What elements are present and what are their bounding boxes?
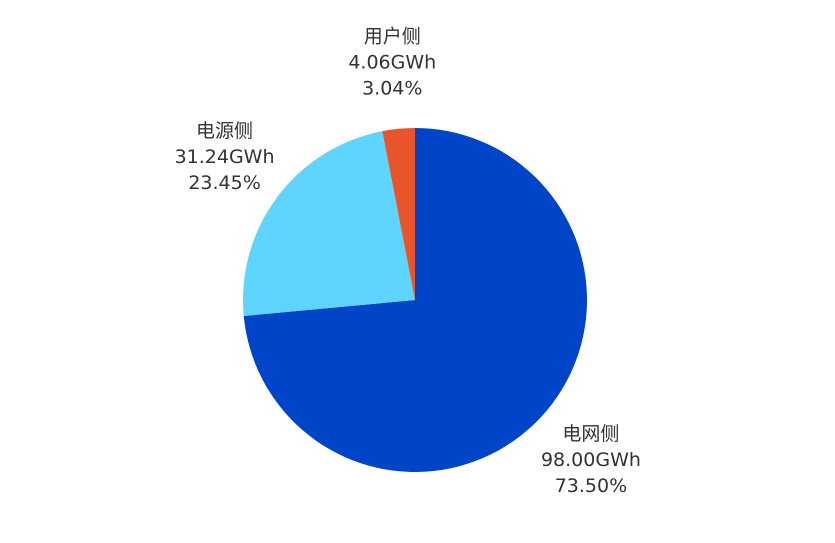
pie-slice [382, 128, 415, 300]
value-label: 31.24GWh [175, 146, 275, 168]
percent-label: 73.50% [555, 475, 627, 497]
slice-name: 电网侧 [562, 423, 619, 445]
percent-label: 3.04% [362, 78, 422, 100]
value-label: 4.06GWh [348, 52, 436, 74]
percent-label: 23.45% [188, 172, 260, 194]
pie-slice [243, 128, 588, 472]
slice-name: 电源侧 [196, 120, 253, 142]
slice-name: 用户侧 [364, 26, 421, 48]
pie-slice [243, 131, 415, 316]
value-label: 98.00GWh [541, 449, 641, 471]
